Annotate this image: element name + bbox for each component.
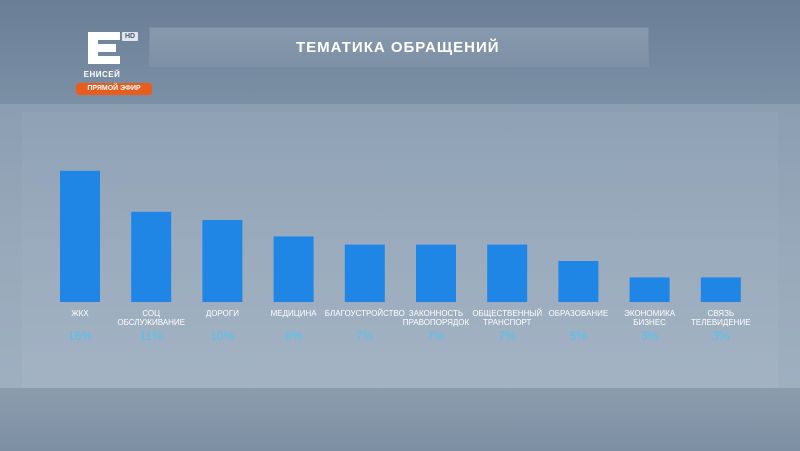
bar bbox=[60, 170, 100, 302]
value-label: 7% bbox=[499, 329, 517, 343]
value-label: 8% bbox=[285, 329, 303, 343]
bar bbox=[416, 244, 456, 302]
category-label: СВЯЗЬ ТЕЛЕВИДЕНИЕ bbox=[691, 309, 751, 327]
title-bar: ТЕМАТИКА ОБРАЩЕНИЙ bbox=[150, 28, 648, 66]
bar bbox=[629, 277, 670, 302]
category-label: БЛАГОУСТРОЙСТВО bbox=[325, 309, 405, 318]
category-label: ЭКОНОМИКА БИЗНЕС bbox=[624, 309, 676, 327]
logo-e-icon bbox=[88, 32, 120, 64]
bar bbox=[273, 236, 314, 302]
value-label: 5% bbox=[570, 329, 588, 343]
bar bbox=[131, 211, 172, 302]
value-label: 16% bbox=[68, 329, 92, 343]
category-label: МЕДИЦИНА bbox=[271, 309, 318, 318]
value-label: 11% bbox=[140, 329, 163, 343]
bar bbox=[558, 261, 599, 302]
channel-name: ЕНИСЕЙ bbox=[83, 70, 121, 79]
chart-title: ТЕМАТИКА ОБРАЩЕНИЙ bbox=[296, 38, 500, 56]
value-label: 3% bbox=[712, 329, 730, 343]
bar bbox=[344, 244, 385, 302]
value-label: 10% bbox=[210, 329, 234, 343]
bottom-band bbox=[0, 388, 800, 451]
value-label: 7% bbox=[356, 329, 374, 343]
value-label: 3% bbox=[641, 329, 659, 343]
value-label: 7% bbox=[427, 329, 445, 343]
bar bbox=[487, 244, 528, 302]
category-label: ЖКХ bbox=[71, 309, 89, 318]
category-label: ЗАКОННОСТЬ ПРАВОПОРЯДОК bbox=[403, 309, 470, 327]
hd-badge: HD bbox=[122, 32, 138, 41]
live-badge: ПРЯМОЙ ЭФИР bbox=[76, 83, 152, 95]
category-label: ОБЩЕСТВЕННЫЙ ТРАНСПОРТ bbox=[472, 309, 542, 327]
category-label: ДОРОГИ bbox=[206, 309, 239, 318]
channel-logo: HD ЕНИСЕЙ ПРЯМОЙ ЭФИР bbox=[76, 30, 152, 96]
bar bbox=[202, 220, 243, 302]
bar bbox=[700, 277, 741, 302]
category-label: ОБРАЗОВАНИЕ bbox=[549, 309, 609, 318]
category-label: СОЦ ОБСЛУЖИВАНИЕ bbox=[117, 309, 185, 327]
